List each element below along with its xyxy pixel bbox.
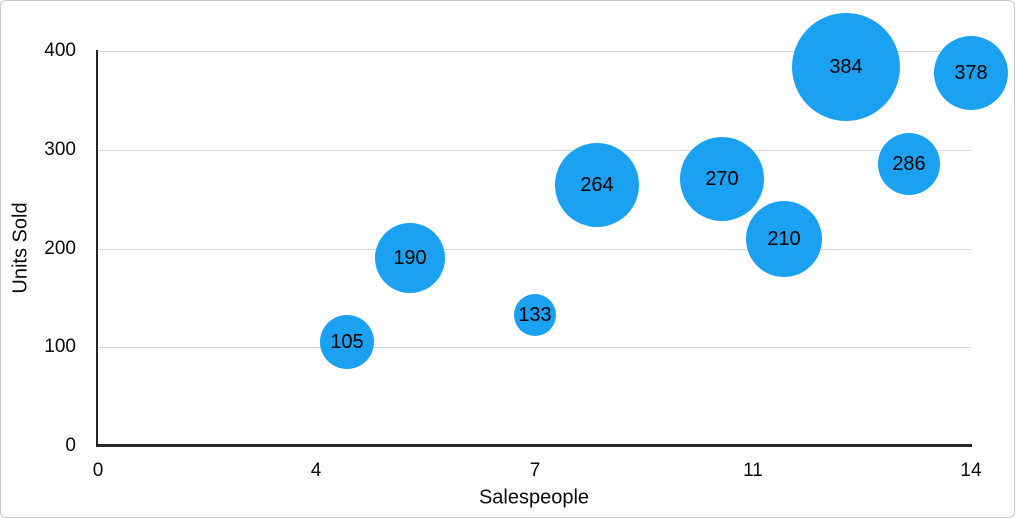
y-tick-label: 200 bbox=[44, 238, 76, 259]
bubble-label: 210 bbox=[767, 228, 801, 250]
horizontal-gridline bbox=[98, 51, 971, 52]
bubble[interactable]: 190 bbox=[375, 223, 445, 293]
bubble-label: 378 bbox=[954, 62, 988, 84]
bubble-label: 190 bbox=[393, 247, 427, 269]
horizontal-gridline bbox=[98, 150, 971, 151]
bubble[interactable]: 270 bbox=[680, 137, 764, 221]
y-tick-label: 0 bbox=[65, 435, 76, 456]
x-axis-line bbox=[96, 444, 972, 447]
bubble[interactable]: 105 bbox=[320, 315, 374, 369]
y-tick-label: 400 bbox=[44, 40, 76, 61]
bubble[interactable]: 384 bbox=[792, 13, 900, 121]
horizontal-gridline bbox=[98, 347, 971, 348]
bubble-label: 270 bbox=[705, 168, 739, 190]
x-tick-label: 4 bbox=[310, 460, 322, 481]
bubble-label: 384 bbox=[829, 56, 863, 78]
bubble[interactable]: 286 bbox=[878, 133, 940, 195]
bubble-label: 286 bbox=[892, 153, 926, 175]
bubble-label: 105 bbox=[330, 331, 364, 353]
bubble[interactable]: 264 bbox=[555, 143, 639, 227]
x-tick-label: 11 bbox=[743, 460, 763, 481]
x-tick-label: 7 bbox=[529, 460, 541, 481]
y-axis-line bbox=[96, 50, 98, 447]
bubble-label: 133 bbox=[518, 304, 552, 326]
y-tick-label: 300 bbox=[44, 139, 76, 160]
x-axis-title: Salespeople bbox=[478, 486, 590, 509]
bubble[interactable]: 210 bbox=[746, 201, 822, 277]
bubble[interactable]: 133 bbox=[514, 294, 556, 336]
y-tick-label: 100 bbox=[44, 336, 76, 357]
horizontal-gridline bbox=[98, 249, 971, 250]
x-tick-label: 14 bbox=[960, 460, 982, 481]
bubble[interactable]: 378 bbox=[934, 36, 1008, 110]
x-tick-label: 0 bbox=[92, 460, 104, 481]
bubble-label: 264 bbox=[580, 174, 614, 196]
